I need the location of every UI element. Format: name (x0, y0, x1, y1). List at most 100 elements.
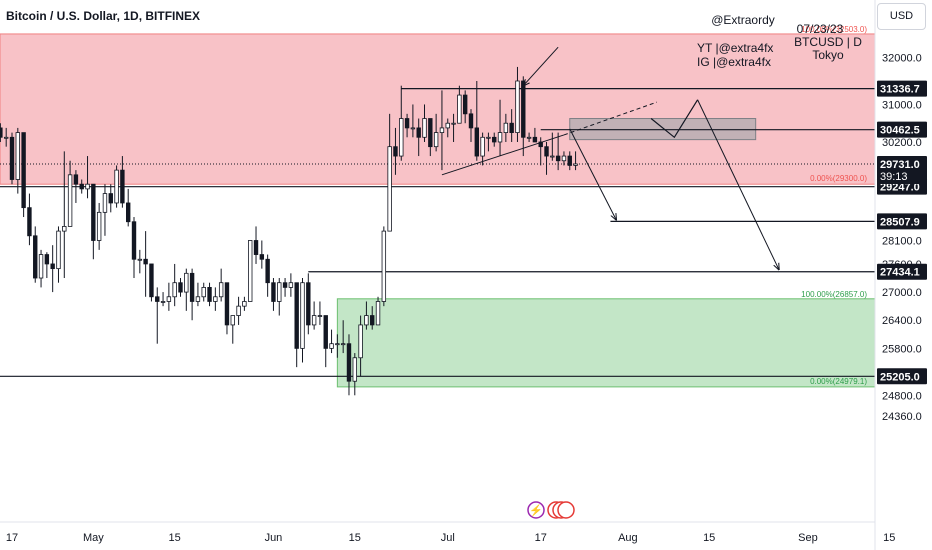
candle-body (33, 235, 38, 279)
supply-zone (0, 33, 876, 185)
date-tick: 17 (6, 532, 18, 544)
candle-body (56, 230, 61, 270)
candle-body (91, 183, 96, 241)
candle (573, 151, 578, 171)
level-badge-28507.9: 28507.9 (880, 216, 920, 228)
candle (468, 109, 474, 142)
candle (79, 179, 84, 194)
candle-body (213, 296, 218, 302)
candle (184, 268, 189, 311)
candle-body (120, 169, 125, 204)
candle-body (21, 132, 26, 209)
candle-body (160, 301, 166, 303)
candle (137, 249, 143, 274)
candle (404, 113, 410, 138)
countdown-label: 39:13 (880, 171, 908, 183)
candle-body (155, 296, 160, 302)
candle (131, 217, 137, 279)
candle-body (457, 94, 462, 124)
price-tick: 24360.0 (882, 411, 922, 423)
level-badge-27434.1: 27434.1 (880, 267, 920, 279)
candle (317, 301, 323, 325)
supply-zone-top-label: 100.00%(32503.0) (801, 25, 867, 34)
candle-body (73, 174, 79, 185)
candle (428, 118, 433, 157)
candle-body (317, 315, 323, 317)
level-badge-29247.0: 29247.0 (880, 182, 920, 194)
candle (457, 85, 462, 124)
candle-body (248, 240, 253, 302)
candle-body (0, 127, 3, 138)
price-tick: 24800.0 (882, 390, 922, 402)
candle-body (335, 343, 340, 346)
candle-body (108, 193, 113, 204)
candle (143, 231, 148, 297)
candle-body (393, 146, 398, 157)
candle (259, 240, 265, 269)
price-tick: 28100.0 (882, 235, 922, 247)
candle-body (555, 155, 561, 162)
price-tick: 32000.0 (882, 53, 922, 65)
candle-body (79, 183, 84, 190)
candle-body (567, 155, 572, 166)
candle (486, 132, 491, 152)
date-tick: 15 (169, 532, 181, 544)
candle (9, 132, 15, 185)
candle-body (468, 113, 474, 129)
candle-body (340, 343, 346, 346)
candle-body (242, 301, 247, 307)
candle (340, 320, 346, 354)
candle-body (306, 282, 311, 326)
price-tick: 26400.0 (882, 315, 922, 327)
current-price-badge-bg (877, 155, 927, 184)
candle (306, 273, 311, 335)
candle (102, 184, 108, 236)
candle (73, 170, 79, 203)
candle (236, 296, 241, 325)
candle (207, 282, 212, 307)
candle-body (311, 315, 317, 326)
level-badge-31336.7-bg (877, 80, 927, 97)
candle (277, 278, 282, 316)
candle-body (381, 230, 387, 302)
candle-body (497, 132, 503, 143)
candle-body (573, 163, 578, 166)
candle (50, 245, 55, 293)
candle (126, 188, 131, 227)
candle (451, 113, 456, 142)
candle (358, 315, 363, 377)
session-label: Tokyo (812, 48, 844, 62)
candle (387, 113, 392, 232)
candle-body (561, 155, 567, 162)
candle-body (462, 94, 468, 115)
candle (352, 353, 357, 396)
candle (271, 278, 276, 311)
currency-button[interactable]: USD (877, 3, 926, 30)
date-tick: Sep (798, 532, 818, 544)
candle-body (236, 305, 241, 316)
candle-body (486, 136, 491, 139)
candle (422, 104, 427, 142)
candle-body (224, 282, 230, 326)
candle-body (277, 282, 282, 302)
price-tick: 25800.0 (882, 343, 922, 355)
instagram-label: IG |@extra4fx (697, 55, 771, 69)
candle-body (126, 202, 131, 223)
demand-zone-top-label: 100.00%(26857.0) (801, 290, 867, 299)
candle (364, 301, 369, 330)
rising-trendline (441, 134, 565, 176)
projection-zigzag (650, 99, 699, 139)
candle (253, 226, 259, 264)
candle (515, 66, 520, 142)
candle-body (62, 226, 67, 232)
candle (230, 315, 235, 344)
candle-body (143, 258, 148, 265)
candle-body (492, 136, 497, 143)
candle-body (410, 127, 416, 130)
candle (56, 226, 61, 283)
candle (323, 315, 328, 368)
candle-body (544, 146, 549, 157)
candle-body (137, 258, 143, 261)
youtube-label: YT |@extra4fx (697, 41, 774, 55)
